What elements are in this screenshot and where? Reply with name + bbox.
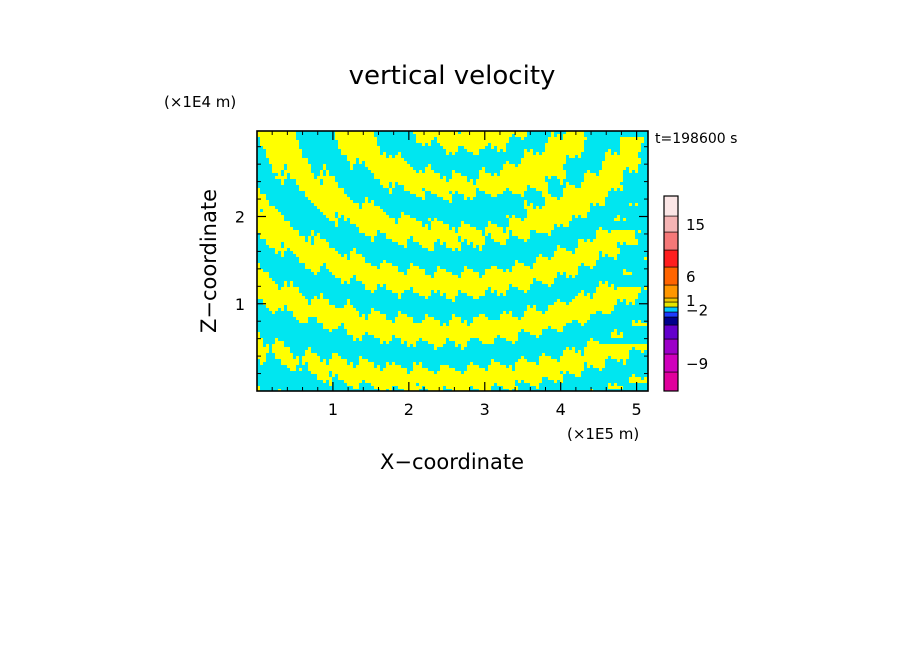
- velocity-field: [256, 130, 649, 392]
- colorbar-level: [663, 353, 679, 373]
- positive-velocity-bands: [257, 131, 647, 391]
- y-tick-label: 2: [235, 208, 245, 227]
- colorbar-frame: [663, 195, 679, 392]
- x-unit-label: (×1E5 m): [567, 425, 639, 443]
- plot-frame: [256, 130, 649, 392]
- colorbar-level: [663, 371, 679, 392]
- colorbar-level: [663, 195, 679, 217]
- time-label: t=198600 s: [655, 131, 737, 147]
- colorbar-label: 6: [686, 268, 696, 286]
- colorbar: −9 −21 6 15: [663, 195, 708, 392]
- colorbar-level: [663, 306, 679, 313]
- colorbar-level: [663, 324, 679, 340]
- x-axis-label: X−coordinate: [380, 450, 524, 474]
- y-axis-label: Z−coordinate: [197, 189, 221, 333]
- colorbar-level: [663, 316, 679, 326]
- y-unit-label: (×1E4 m): [164, 93, 236, 111]
- x-tick-label: 3: [480, 400, 490, 419]
- y-axis: 12: [235, 146, 648, 375]
- colorbar-level: [663, 284, 679, 299]
- positive-velocity-regions: [257, 131, 647, 391]
- colorbar-label: −2: [686, 302, 708, 320]
- chart-title: vertical velocity: [349, 61, 556, 91]
- x-tick-label: 1: [328, 400, 338, 419]
- x-tick-label: 4: [556, 400, 566, 419]
- x-tick-label: 5: [632, 400, 642, 419]
- colorbar-label: −9: [686, 355, 708, 373]
- colorbar-level: [663, 249, 679, 268]
- colorbar-level: [663, 311, 679, 318]
- colorbar-level: [663, 301, 679, 308]
- colorbar-label: 1: [686, 292, 696, 310]
- x-axis: 1 2 3 4 5: [271, 131, 642, 419]
- colorbar-level: [663, 215, 679, 233]
- colorbar-level: [663, 297, 679, 303]
- y-tick-label: 1: [235, 295, 245, 314]
- x-tick-label: 2: [404, 400, 414, 419]
- colorbar-level: [663, 266, 679, 286]
- colorbar-level: [663, 231, 679, 251]
- colorbar-level: [663, 338, 679, 355]
- colorbar-label: 15: [686, 216, 705, 234]
